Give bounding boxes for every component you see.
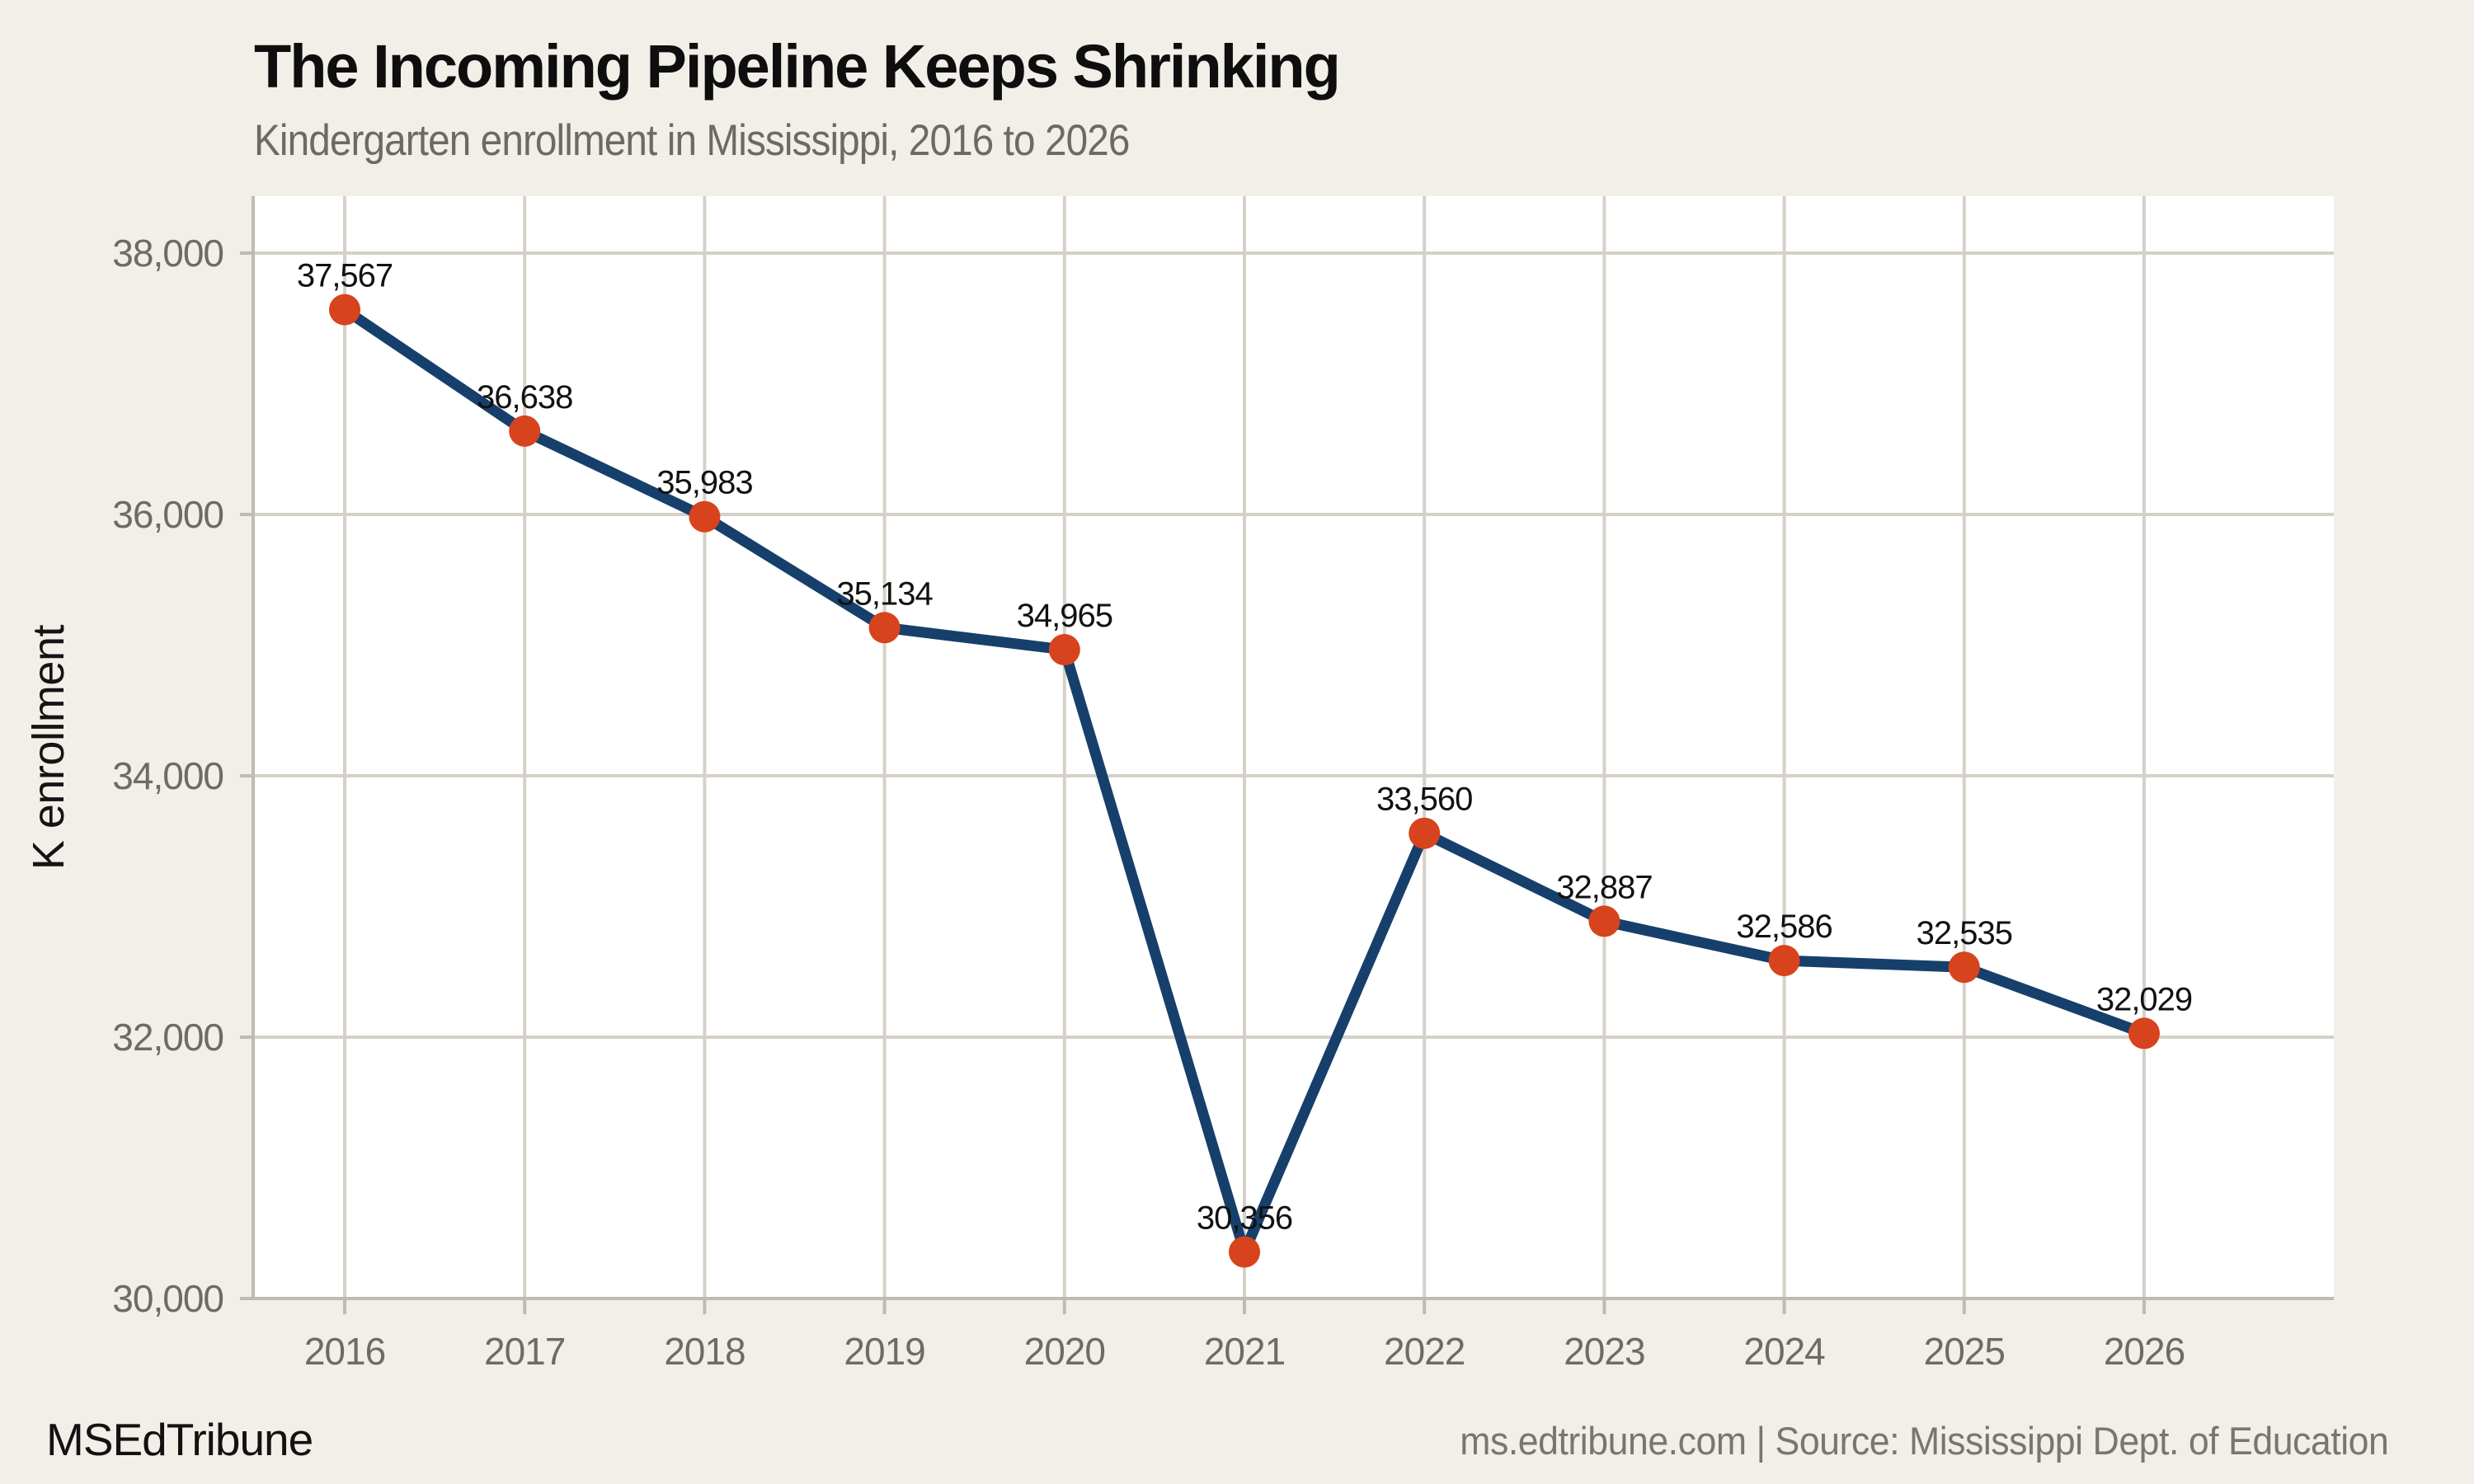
x-tick-label: 2018 xyxy=(664,1330,745,1373)
data-point xyxy=(1409,817,1441,849)
y-tick-label: 36,000 xyxy=(112,493,223,536)
brand-logo-text: MSEdTribune xyxy=(46,1414,313,1465)
chart-title: The Incoming Pipeline Keeps Shrinking xyxy=(254,32,1341,101)
x-tick-label: 2024 xyxy=(1743,1330,1825,1373)
data-point-label: 32,535 xyxy=(1917,915,2012,951)
data-point xyxy=(1048,634,1080,666)
data-point xyxy=(1948,951,1980,984)
data-point-label: 32,029 xyxy=(2096,981,2192,1017)
data-point-label: 33,560 xyxy=(1376,782,1472,818)
x-tick-label: 2022 xyxy=(1384,1330,1465,1373)
data-point xyxy=(1768,945,1800,977)
y-tick-label: 30,000 xyxy=(112,1277,223,1320)
y-tick-label: 38,000 xyxy=(112,232,223,275)
chart-subtitle: Kindergarten enrollment in Mississippi, … xyxy=(254,116,1130,165)
data-point xyxy=(1588,905,1620,937)
data-point-label: 34,965 xyxy=(1017,598,1112,634)
data-point-label: 32,586 xyxy=(1736,909,1832,945)
y-tick-label: 32,000 xyxy=(112,1016,223,1059)
data-point-label: 36,638 xyxy=(477,379,572,416)
x-tick-label: 2026 xyxy=(2104,1330,2185,1373)
x-tick-label: 2017 xyxy=(484,1330,565,1373)
x-tick-label: 2021 xyxy=(1204,1330,1285,1373)
data-point xyxy=(2128,1017,2160,1050)
x-tick-label: 2020 xyxy=(1024,1330,1105,1373)
data-point-label: 37,567 xyxy=(297,258,393,294)
plot-area xyxy=(253,196,2334,1298)
data-point xyxy=(868,612,901,644)
y-tick-label: 34,000 xyxy=(112,754,223,797)
x-tick-label: 2023 xyxy=(1564,1330,1644,1373)
data-point xyxy=(329,294,360,326)
data-point xyxy=(689,500,721,533)
data-point-label: 35,983 xyxy=(656,465,752,501)
data-point-label: 30,356 xyxy=(1197,1200,1292,1237)
data-point-label: 32,887 xyxy=(1556,869,1652,905)
x-tick-label: 2019 xyxy=(844,1330,924,1373)
x-tick-label: 2016 xyxy=(304,1330,385,1373)
data-point xyxy=(509,415,541,447)
data-point xyxy=(1229,1236,1260,1268)
source-attribution: ms.edtribune.com | Source: Mississippi D… xyxy=(1459,1419,2389,1463)
data-point-label: 35,134 xyxy=(836,575,933,612)
x-tick-label: 2025 xyxy=(1924,1330,2005,1373)
